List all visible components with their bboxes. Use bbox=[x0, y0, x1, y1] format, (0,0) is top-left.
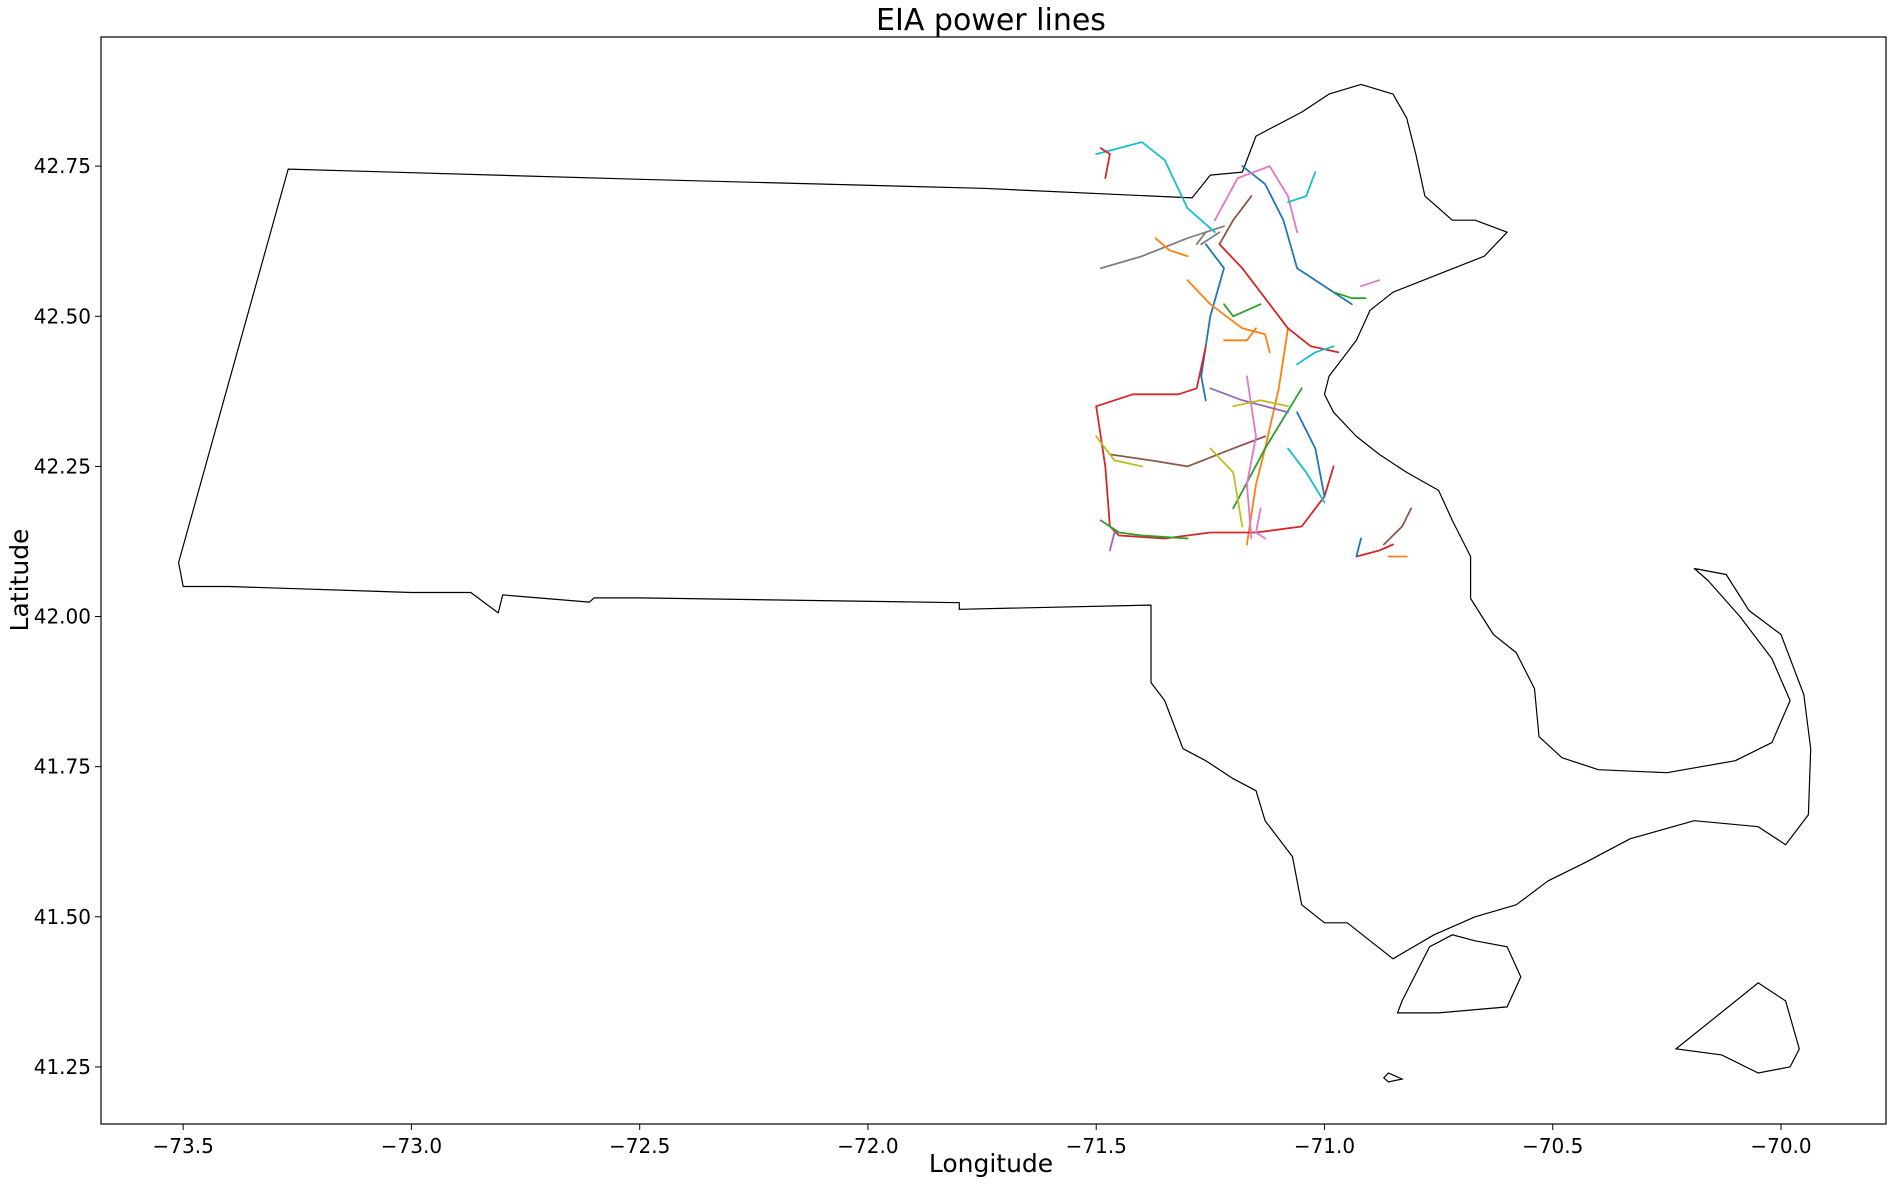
power-line-0 bbox=[1200, 243, 1225, 402]
power-line-22 bbox=[1099, 519, 1189, 540]
x-tick-label-3: −72.0 bbox=[837, 1134, 898, 1158]
y-tick-label-4: 42.25 bbox=[34, 454, 91, 478]
power-line-8 bbox=[1095, 435, 1143, 468]
y-tick-label-3: 42.00 bbox=[34, 605, 91, 629]
x-tick-label-6: −70.5 bbox=[1522, 1134, 1583, 1158]
y-tick-label-1: 41.50 bbox=[34, 905, 91, 929]
power-line-28 bbox=[1209, 447, 1244, 528]
power-line-23 bbox=[1355, 543, 1394, 558]
power-line-35 bbox=[1099, 147, 1111, 180]
power-line-18 bbox=[1232, 399, 1289, 408]
state-boundary bbox=[178, 83, 1812, 1083]
x-tick-label-7: −70.0 bbox=[1750, 1134, 1811, 1158]
island-outline-2 bbox=[1382, 1072, 1405, 1083]
x-tick-label-0: −73.5 bbox=[153, 1134, 214, 1158]
x-tick-label-4: −71.5 bbox=[1066, 1134, 1127, 1158]
power-line-5 bbox=[1109, 435, 1266, 468]
power-line-14 bbox=[1209, 387, 1289, 414]
island-outline-0 bbox=[1396, 934, 1522, 1014]
power-line-24 bbox=[1109, 531, 1116, 552]
power-line-21 bbox=[1223, 327, 1257, 342]
power-line-11 bbox=[1186, 279, 1271, 354]
power-line-32 bbox=[1332, 291, 1367, 300]
chart-title: EIA power lines bbox=[876, 3, 1106, 38]
y-axis-ticks: 41.25 41.50 41.75 42.00 42.25 42.50 42.75 bbox=[34, 154, 101, 1079]
y-axis-label: Latitude bbox=[5, 529, 34, 632]
x-axis-ticks: −73.5 −73.0 −72.5 −72.0 −71.5 −71.0 −70.5 −70.0 bbox=[153, 1124, 1812, 1158]
power-line-6 bbox=[1246, 375, 1257, 540]
power-line-26 bbox=[1255, 507, 1266, 540]
power-line-19 bbox=[1296, 345, 1335, 366]
power-line-31 bbox=[1355, 537, 1362, 558]
power-line-20 bbox=[1296, 411, 1326, 498]
power-line-9 bbox=[1095, 141, 1216, 234]
x-tick-label-5: −71.0 bbox=[1294, 1134, 1355, 1158]
power-line-25 bbox=[1382, 507, 1413, 546]
y-tick-label-5: 42.50 bbox=[34, 304, 91, 328]
power-line-1 bbox=[1246, 327, 1289, 546]
power-line-17 bbox=[1195, 231, 1207, 246]
plot-frame bbox=[100, 36, 1887, 1125]
power-line-16 bbox=[1214, 165, 1298, 234]
power-line-10 bbox=[1241, 165, 1353, 306]
power-lines bbox=[1095, 141, 1413, 558]
power-line-27 bbox=[1200, 231, 1221, 246]
x-tick-label-2: −72.5 bbox=[609, 1134, 670, 1158]
y-tick-label-2: 41.75 bbox=[34, 755, 91, 779]
power-line-2 bbox=[1232, 387, 1303, 510]
y-tick-label-0: 41.25 bbox=[34, 1055, 91, 1079]
mainland-outline bbox=[178, 83, 1812, 960]
y-tick-label-6: 42.75 bbox=[34, 154, 91, 178]
x-axis-label: Longitude bbox=[929, 1149, 1053, 1178]
power-line-4 bbox=[1095, 345, 1207, 408]
power-line-15 bbox=[1218, 195, 1253, 246]
x-tick-label-1: −73.0 bbox=[381, 1134, 442, 1158]
power-line-36 bbox=[1154, 237, 1189, 258]
power-line-29 bbox=[1287, 447, 1326, 504]
power-line-3 bbox=[1095, 405, 1335, 540]
power-line-13 bbox=[1218, 243, 1340, 354]
power-line-12 bbox=[1223, 303, 1262, 318]
power-line-33 bbox=[1360, 279, 1381, 288]
island-outline-1 bbox=[1674, 982, 1800, 1074]
power-line-34 bbox=[1287, 171, 1317, 204]
